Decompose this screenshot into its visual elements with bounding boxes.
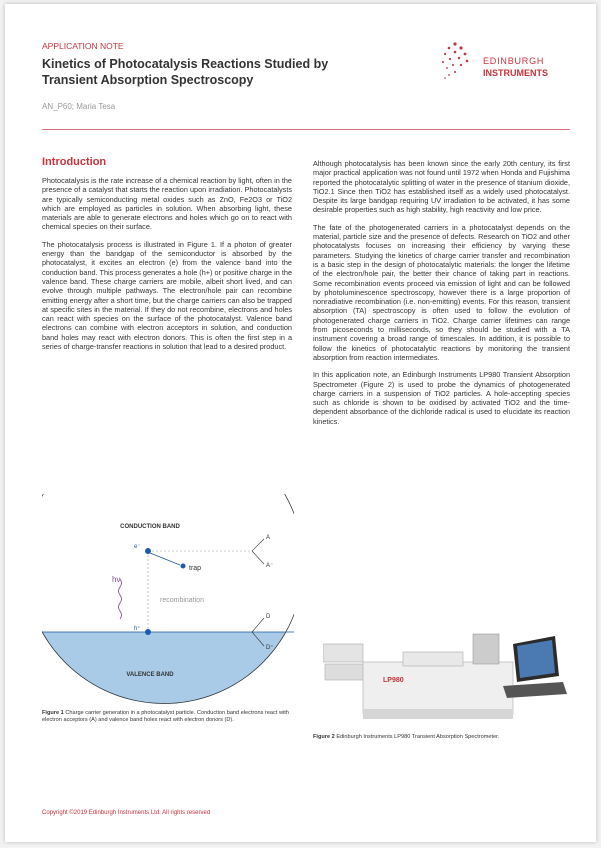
paragraph: Photocatalysis is the rate increase of a… <box>42 176 292 232</box>
figure-caption: Figure 2 Edinburgh Instruments LP980 Tra… <box>313 734 570 741</box>
page: APPLICATION NOTE Kinetics of Photocataly… <box>5 4 596 842</box>
species-label: D⁺ <box>266 644 274 651</box>
caption-text: Charge carrier generation in a photocata… <box>42 710 289 723</box>
figure-1: CONDUCTION BAND VALENCE BAND trap hν rec… <box>42 494 294 704</box>
section-heading: Introduction <box>42 156 106 168</box>
footer: Copyright ©2019 Edinburgh Instruments Lt… <box>42 810 210 816</box>
instrument-label: LP980 <box>383 677 404 684</box>
paragraph: Although photocatalysis has been known s… <box>313 159 570 215</box>
species-label: D <box>266 614 271 620</box>
paragraph: The photocatalysis process is illustrate… <box>42 240 292 352</box>
carrier-label: h⁺ <box>134 625 141 632</box>
photon-label: hν <box>112 575 120 584</box>
logo-dots <box>442 42 468 78</box>
logo: EDINBURGH INSTRUMENTS <box>435 34 575 94</box>
author: AN_P60; Maria Tesa <box>42 102 115 111</box>
recombination-label: recombination <box>160 597 204 604</box>
caption-label: Figure 2 <box>313 734 335 740</box>
doc-label: APPLICATION NOTE <box>42 41 124 51</box>
band-label: VALENCE BAND <box>126 672 174 678</box>
band-label: CONDUCTION BAND <box>120 524 180 530</box>
caption-label: Figure 1 <box>42 710 64 716</box>
carrier-label: e⁻ <box>134 544 141 550</box>
logo-text: INSTRUMENTS <box>483 68 548 78</box>
divider <box>42 129 570 130</box>
trap-label: trap <box>189 565 201 572</box>
species-label: A <box>266 535 270 541</box>
paragraph: The fate of the photogenerated carriers … <box>313 223 570 362</box>
caption-text: Edinburgh Instruments LP980 Transient Ab… <box>336 734 499 740</box>
figure-caption: Figure 1 Charge carrier generation in a … <box>42 710 292 724</box>
right-column: Although photocatalysis has been known s… <box>313 159 570 426</box>
species-label: A⁻ <box>266 563 273 569</box>
logo-text: EDINBURGH <box>483 56 544 66</box>
instrument-photo: LP980 <box>323 624 568 729</box>
doc-title: Kinetics of Photocatalysis Reactions Stu… <box>42 56 372 88</box>
paragraph: In this application note, an Edinburgh I… <box>313 370 570 426</box>
left-column: Photocatalysis is the rate increase of a… <box>42 176 292 351</box>
